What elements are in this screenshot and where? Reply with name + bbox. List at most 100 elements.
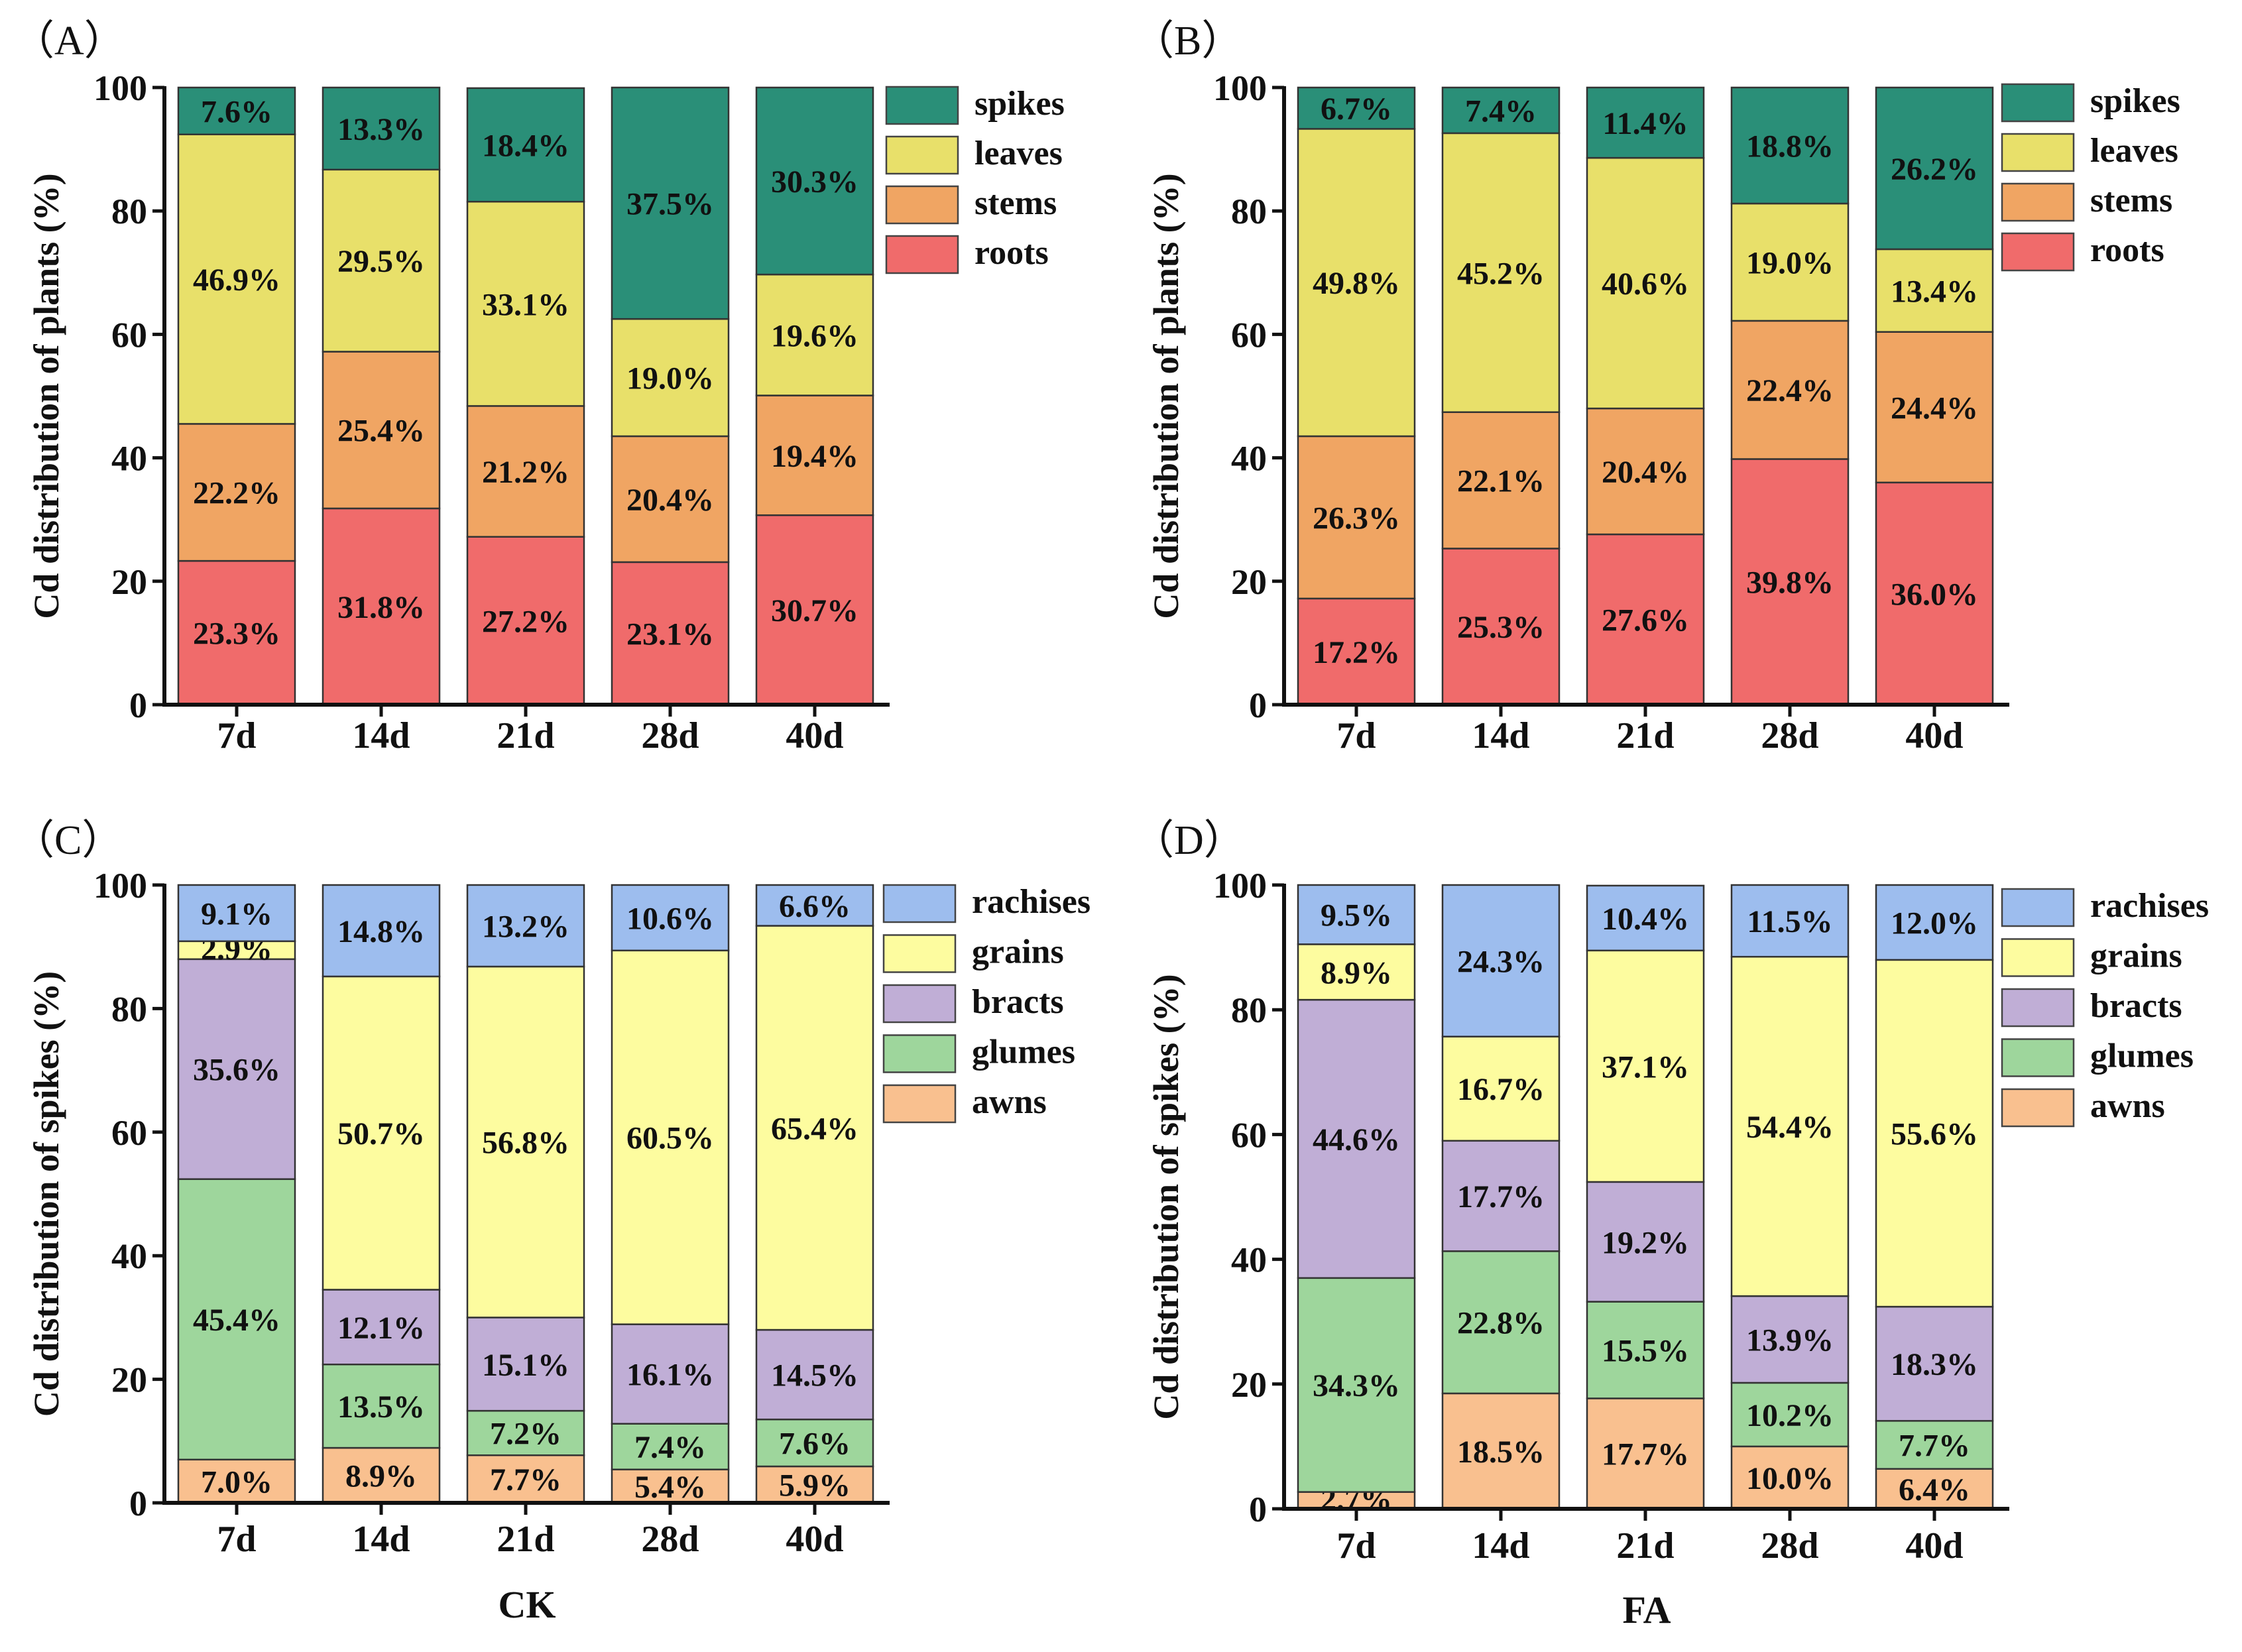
legend-label-glumes: glumes (972, 1033, 1075, 1071)
data-label-awns: 7.0% (201, 1464, 272, 1500)
x-tick-label: 14d (352, 715, 410, 756)
legend-label-roots: roots (974, 234, 1049, 272)
bar-segment-roots (1875, 481, 1994, 706)
bar-segment-awns (1875, 1468, 1994, 1510)
y-tick-label: 80 (111, 192, 147, 231)
bar-segment-grains (177, 940, 296, 961)
bar-segment-spikes (1875, 86, 1994, 251)
data-label-leaves: 33.1% (482, 287, 569, 322)
y-tick-label: 100 (93, 68, 147, 108)
data-label-grains: 54.4% (1746, 1110, 1834, 1145)
x-tick-label: 21d (1616, 715, 1674, 756)
legend: spikes leaves stems roots (885, 85, 1065, 274)
bar-segment-stems (1297, 435, 1416, 600)
data-label-stems: 19.4% (771, 439, 858, 474)
data-label-leaves: 45.2% (1457, 256, 1545, 291)
bar-segment-roots (755, 514, 874, 706)
data-label-rachises: 14.8% (337, 914, 425, 949)
bar-segment-roots (1297, 597, 1416, 706)
bar-segment-leaves (1441, 132, 1561, 413)
bar-segment-roots (611, 561, 730, 706)
chart-panel-b: （B） 17.2% 26.3% 49.8% 6.7% 7d 25.3% 22.1% 45.2% 7… (1133, 19, 2180, 756)
bar-segment-bracts (1441, 1140, 1561, 1252)
legend-swatch-leaves (2001, 133, 2075, 172)
data-label-roots: 36.0% (1891, 577, 1978, 612)
bar-14d: 25.3% 22.1% 45.2% 7.4% (1441, 86, 1561, 706)
y-tick-label: 100 (1213, 866, 1267, 906)
x-tick-label: 14d (1472, 715, 1529, 756)
data-label-spikes: 7.6% (201, 94, 272, 129)
bar-segment-grains (755, 925, 874, 1331)
bar-segment-awns (322, 1446, 441, 1504)
data-label-roots: 25.3% (1457, 610, 1545, 645)
legend-label-stems: stems (974, 184, 1057, 222)
data-label-glumes: 34.3% (1313, 1368, 1400, 1403)
legend-label-leaves: leaves (974, 135, 1063, 172)
data-label-bracts: 15.1% (482, 1348, 569, 1383)
data-label-grains: 50.7% (337, 1116, 425, 1151)
y-tick-label: 80 (111, 989, 147, 1029)
legend-item-stems: stems (885, 184, 1057, 225)
legend-swatch-grains (2001, 938, 2075, 977)
x-axis-title: CK (499, 1583, 556, 1626)
bar-segment-grains (1297, 943, 1416, 1001)
bar-segment-roots (322, 507, 441, 706)
y-tick-label: 60 (111, 1113, 147, 1153)
bar-segment-bracts (1297, 998, 1416, 1279)
data-label-grains: 56.8% (482, 1126, 569, 1161)
data-label-rachises: 13.2% (482, 910, 569, 945)
y-tick-label: 60 (111, 315, 147, 355)
data-label-awns: 8.9% (345, 1459, 417, 1494)
y-axis-title: Cd distribution of plants (%) (1146, 173, 1186, 619)
bar-segment-bracts (177, 958, 296, 1180)
legend-item-roots: roots (2001, 231, 2164, 272)
bar-40d: 5.9% 7.6% 14.5% 65.4% 6.6% (755, 884, 874, 1504)
data-label-roots: 31.8% (337, 590, 425, 625)
legend-swatch-grains (882, 934, 957, 973)
data-label-leaves: 19.0% (1746, 245, 1834, 280)
data-label-rachises: 6.6% (779, 889, 851, 924)
legend-item-awns: awns (2001, 1087, 2165, 1128)
legend-item-spikes: spikes (885, 85, 1065, 125)
y-tick-label: 0 (129, 1484, 147, 1523)
data-label-awns: 5.9% (779, 1468, 851, 1504)
bar-segment-grains (466, 965, 585, 1319)
legend-item-grains: grains (882, 933, 1064, 973)
bar-segment-awns (1297, 1491, 1416, 1510)
legend: rachises grains bracts glumes awns (882, 883, 1091, 1124)
data-label-glumes: 7.7% (1899, 1429, 1970, 1464)
bar-7d: 2.7%34.3%44.6%8.9%9.5% (1297, 884, 1416, 1517)
data-label-bracts: 19.2% (1602, 1225, 1689, 1260)
bar-segment-rachises (177, 884, 296, 943)
x-tick-label: 40d (1905, 1525, 1963, 1566)
bar-segment-grains (611, 949, 730, 1325)
bar-segment-leaves (466, 200, 585, 407)
data-label-spikes: 6.7% (1321, 91, 1392, 127)
data-label-grains: 60.5% (626, 1121, 714, 1156)
y-tick-label: 40 (1231, 439, 1267, 479)
x-tick-label: 14d (352, 1519, 410, 1560)
data-label-stems: 24.4% (1891, 390, 1978, 426)
legend-swatch-roots (2001, 232, 2075, 272)
data-label-glumes: 45.4% (193, 1303, 280, 1338)
bar-segment-glumes (177, 1178, 296, 1461)
bar-segment-bracts (1730, 1295, 1850, 1384)
bar-segment-spikes (1441, 86, 1561, 135)
panel-label: （A） (13, 19, 125, 64)
data-label-awns: 7.7% (490, 1462, 561, 1498)
y-tick-label: 60 (1231, 315, 1267, 355)
x-tick-label: 40d (1905, 715, 1963, 756)
data-label-roots: 30.7% (771, 593, 858, 628)
data-label-stems: 22.2% (193, 476, 280, 511)
data-label-rachises: 24.3% (1457, 944, 1545, 979)
data-label-stems: 21.2% (482, 455, 569, 490)
data-label-grains: 65.4% (771, 1111, 858, 1146)
panel-label: （C） (13, 818, 123, 863)
legend-swatch-bracts (2001, 988, 2075, 1028)
legend-swatch-awns (2001, 1088, 2075, 1128)
bar-40d: 36.0% 24.4% 13.4% 26.2% (1875, 86, 1994, 706)
bar-segment-stems (1441, 411, 1561, 550)
bar-segment-roots (1441, 548, 1561, 706)
data-label-stems: 22.1% (1457, 464, 1545, 499)
bar-segment-grains (1730, 955, 1850, 1297)
